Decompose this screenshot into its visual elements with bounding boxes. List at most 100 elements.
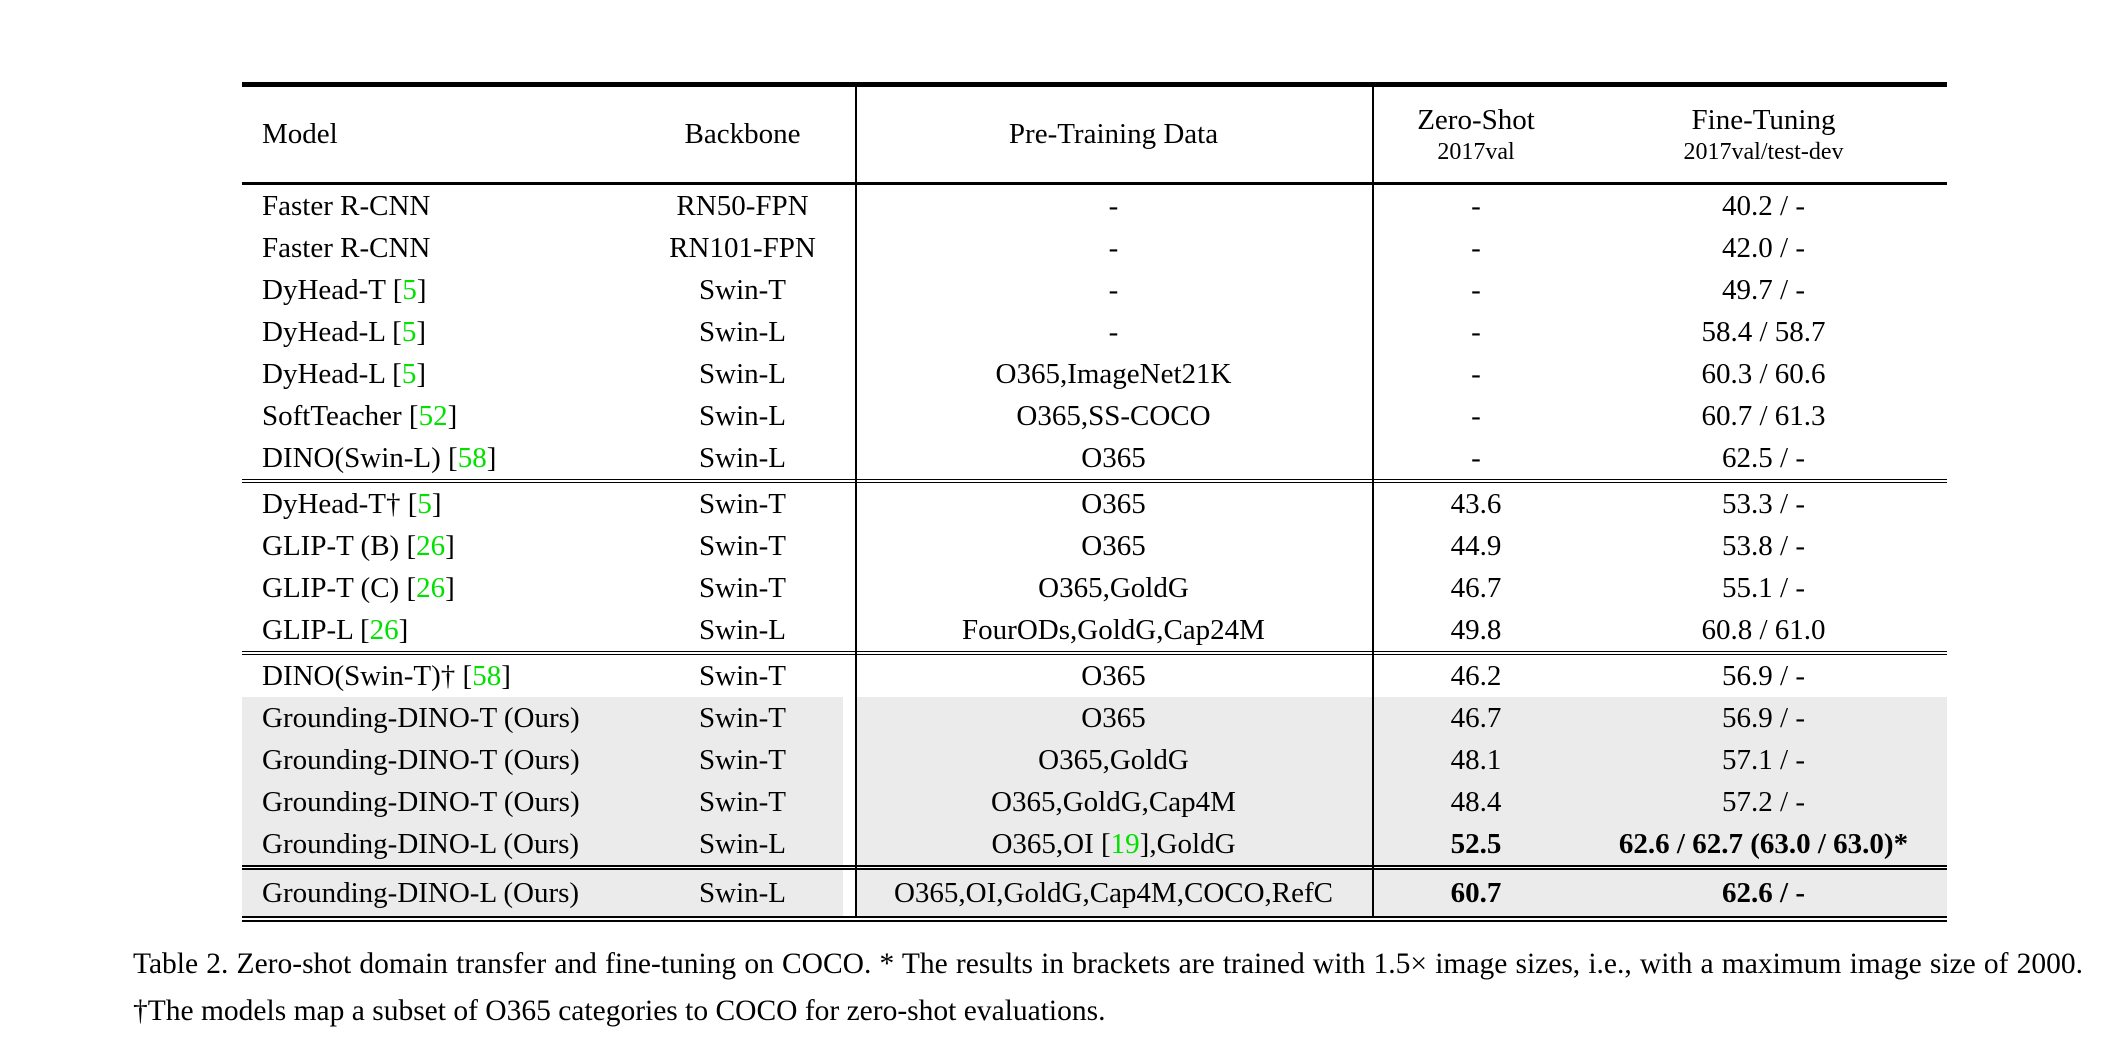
fine-tuning-subtitle: 2017val/test-dev [1683,138,1844,165]
cell-pretrain: - [1108,189,1119,222]
citation-ref: 5 [401,315,417,348]
cell-model: DyHead-L [5] [262,315,427,348]
table-row: DyHead-T [5] Swin-T - - 49.7 / - [242,269,1947,311]
cell-ft: 62.5 / - [1722,441,1805,474]
citation-ref: 5 [401,357,417,390]
cell-ft: 62.6 / 62.7 (63.0 / 63.0)* [1580,823,1947,865]
cell-backbone: Swin-T [699,487,786,520]
column-divider-2 [1372,87,1374,916]
cell-backbone: Swin-L [699,315,786,348]
cell-model: DyHead-T† [5] [262,487,442,520]
cell-backbone: Swin-T [630,781,855,823]
cell-backbone: Swin-L [699,441,786,474]
table-section: DyHead-T† [5] Swin-T O365 43.6 53.3 / - GLIP-… [242,479,1947,651]
cell-pretrain: O365,GoldG,Cap4M [855,781,1372,823]
table-row: Grounding-DINO-T (Ours) Swin-T O365 46.7 56.… [242,697,1947,739]
cell-backbone: Swin-L [630,870,855,916]
table-row: GLIP-T (C) [26] Swin-T O365,GoldG 46.7 55.1 … [242,567,1947,609]
cell-pretrain: O365,GoldG [1038,571,1189,604]
col-header-zero-shot: Zero-Shot 2017val [1417,103,1535,167]
cell-zs: - [1471,231,1481,264]
table-row: Faster R-CNN RN101-FPN - - 42.0 / - [242,227,1947,269]
table-row: Faster R-CNN RN50-FPN - - 40.2 / - [242,185,1947,227]
cell-ft: 60.3 / 60.6 [1701,357,1826,390]
cell-zs: - [1471,399,1481,432]
table-body: Faster R-CNN RN50-FPN - -40.2 / - Faster R-C… [242,185,1947,916]
cell-model: Grounding-DINO-L (Ours) [242,870,630,916]
cell-backbone: Swin-T [699,273,786,306]
zero-shot-title: Zero-Shot [1417,103,1535,136]
cell-ft: 42.0 / - [1722,231,1805,264]
cell-model: DyHead-L [5] [262,357,427,390]
table-row: SoftTeacher [52] Swin-L O365,SS-COCO - 60.7 … [242,395,1947,437]
cell-zs: - [1471,189,1481,222]
cell-pretrain: O365,GoldG [855,739,1372,781]
cell-zs: 46.7 [1450,571,1502,604]
table-row: GLIP-L [26] Swin-L FourODs,GoldG,Cap24M 49.… [242,609,1947,651]
table-caption: Table 2. Zero-shot domain transfer and f… [133,948,2083,1027]
cell-pretrain: - [1108,231,1119,264]
cell-pretrain: O365 [1081,487,1146,520]
citation-ref: 26 [416,571,446,604]
table-section: DINO(Swin-T)† [58] Swin-T O365 46.2 56.9 / -… [242,651,1947,865]
cell-model: SoftTeacher [52] [262,399,458,432]
cell-pretrain: O365 [1081,529,1146,562]
citation-ref: 26 [369,613,399,646]
cell-ft: 56.9 / - [1580,697,1947,739]
table-row: Grounding-DINO-T (Ours) Swin-T O365,GoldG 4… [242,739,1947,781]
zero-shot-subtitle: 2017val [1437,138,1515,165]
cell-pretrain: O365 [1081,659,1146,692]
col-header-fine-tuning: Fine-Tuning 2017val/test-dev [1684,103,1844,167]
cell-pretrain: O365,OI [19],GoldG [855,823,1372,865]
cell-zs: 43.6 [1450,487,1502,520]
table-row: Grounding-DINO-T (Ours) Swin-T O365,GoldG,… [242,781,1947,823]
cell-model: Faster R-CNN [262,231,431,264]
table-row: Grounding-DINO-L (Ours) Swin-L O365,OI,Gol… [242,870,1947,916]
cell-backbone: RN50-FPN [676,189,809,222]
cell-zs: - [1471,357,1481,390]
citation-ref: 19 [1110,827,1140,860]
table-row: DINO(Swin-T)† [58] Swin-T O365 46.2 56.9 / - [242,655,1947,697]
cell-ft: 60.7 / 61.3 [1701,399,1826,432]
cell-ft: 53.3 / - [1722,487,1805,520]
fine-tuning-title: Fine-Tuning [1691,103,1836,136]
cell-zs: 60.7 [1372,870,1580,916]
cell-ft: 56.9 / - [1722,659,1805,692]
cell-pretrain: O365,SS-COCO [1016,399,1211,432]
cell-zs: 46.2 [1450,659,1502,692]
cell-model: GLIP-T (C) [26] [262,571,455,604]
col-header-model: Model [262,118,338,150]
cell-model: Grounding-DINO-T (Ours) [242,781,630,823]
cell-zs: - [1471,441,1481,474]
table-row: DyHead-L [5] Swin-L - - 58.4 / 58.7 [242,311,1947,353]
cell-backbone: Swin-L [699,399,786,432]
cell-model: DINO(Swin-L) [58] [262,441,497,474]
citation-ref: 5 [417,487,432,520]
cell-zs: 49.8 [1450,613,1502,646]
cell-ft: 55.1 / - [1722,571,1805,604]
cell-backbone: Swin-T [699,659,786,692]
cell-zs: 46.7 [1372,697,1580,739]
cell-model: Grounding-DINO-T (Ours) [242,739,630,781]
cell-ft: 53.8 / - [1722,529,1805,562]
cell-pretrain: - [1108,315,1119,348]
cell-zs: - [1471,315,1481,348]
cell-model: Grounding-DINO-T (Ours) [242,697,630,739]
column-divider-1 [855,87,857,916]
cell-zs: 52.5 [1372,823,1580,865]
cell-pretrain: FourODs,GoldG,Cap24M [962,613,1265,646]
citation-ref: 58 [472,659,502,692]
cell-zs: 44.9 [1450,529,1502,562]
cell-zs: 48.4 [1372,781,1580,823]
cell-backbone: Swin-T [630,697,855,739]
col-header-pretrain: Pre-Training Data [1008,118,1219,150]
cell-ft: 60.8 / 61.0 [1701,613,1826,646]
cell-backbone: RN101-FPN [669,231,816,264]
table-row: DyHead-L [5] Swin-L O365,ImageNet21K - 60.3 … [242,353,1947,395]
cell-model: DyHead-T [5] [262,273,427,306]
results-table: Model Backbone Pre-Training Data Zero-Sh… [242,82,1947,922]
cell-backbone: Swin-T [630,739,855,781]
table-row: GLIP-T (B) [26] Swin-T O365 44.9 53.8 / - [242,525,1947,567]
citation-ref: 58 [457,441,487,474]
cell-backbone: Swin-L [630,823,855,865]
